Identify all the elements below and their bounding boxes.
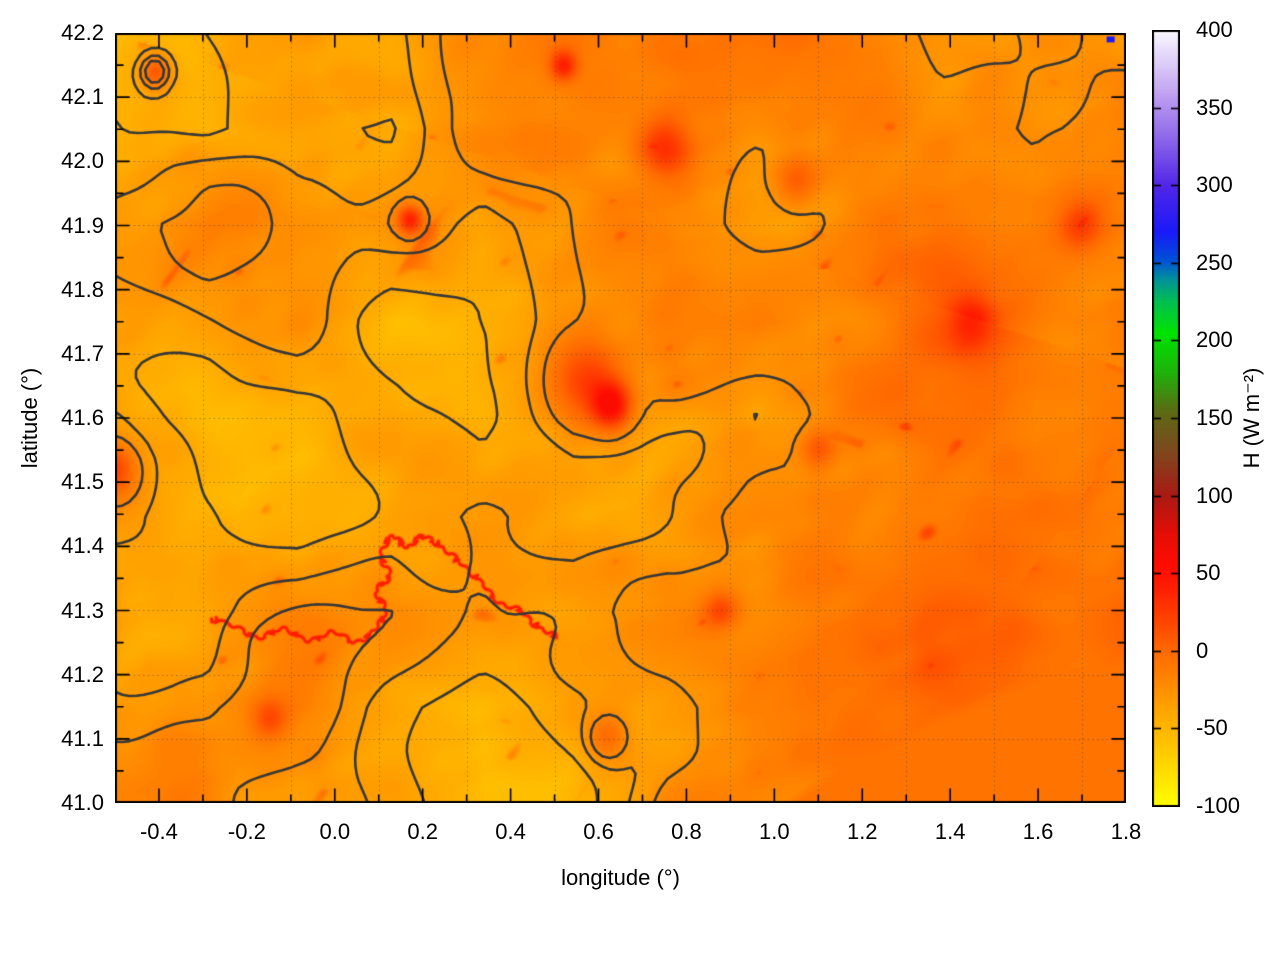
y-tick-label: 42.0 bbox=[61, 148, 104, 174]
colorbar-tick-label: 250 bbox=[1196, 249, 1233, 275]
x-axis-title: longitude (°) bbox=[561, 865, 680, 890]
x-tick-label: 0.0 bbox=[319, 819, 351, 844]
colorbar-tick-label: 0 bbox=[1196, 637, 1209, 663]
colorbar-tick-label: 350 bbox=[1196, 94, 1233, 120]
y-tick-label: 41.1 bbox=[61, 725, 104, 751]
y-tick-label: 41.8 bbox=[61, 276, 104, 302]
x-tick-label: 0.6 bbox=[583, 819, 614, 844]
colorbar-tick-label: 50 bbox=[1196, 560, 1221, 586]
y-tick-label: 42.1 bbox=[61, 84, 104, 110]
y-tick-label: 41.4 bbox=[61, 533, 104, 559]
x-tick-label: -0.4 bbox=[139, 819, 178, 844]
y-tick-label: 41.5 bbox=[61, 469, 104, 495]
y-tick-label: 41.7 bbox=[61, 340, 104, 366]
x-tick-label: 0.8 bbox=[671, 819, 702, 844]
colorbar-tick-label: -100 bbox=[1196, 793, 1241, 818]
x-tick-label: -0.2 bbox=[227, 819, 266, 844]
colorbar-tick-label: 100 bbox=[1196, 482, 1233, 508]
y-tick-label: 41.9 bbox=[61, 212, 104, 238]
y-tick-label: 41.0 bbox=[61, 790, 104, 815]
x-tick-label: 1.8 bbox=[1110, 819, 1142, 844]
x-tick-label: 0.2 bbox=[407, 819, 438, 844]
colorbar-tick-label: 300 bbox=[1196, 172, 1233, 198]
x-tick-label: 0.4 bbox=[495, 819, 526, 844]
y-tick-label: 41.3 bbox=[61, 597, 104, 623]
x-tick-label: 1.4 bbox=[934, 819, 966, 844]
y-tick-label: 41.2 bbox=[61, 661, 104, 687]
x-tick-label: 1.6 bbox=[1022, 819, 1054, 844]
y-tick-label: 42.2 bbox=[61, 20, 104, 45]
colorbar-tick-label: 400 bbox=[1196, 17, 1233, 42]
colorbar-gradient bbox=[1152, 30, 1180, 807]
colorbar-tick-label: 200 bbox=[1196, 327, 1233, 353]
colorbar-title: H (W m⁻²) bbox=[1239, 367, 1264, 469]
y-tick-label: 41.6 bbox=[61, 405, 104, 430]
x-tick-label: 1.0 bbox=[759, 819, 790, 844]
heatmap-plot-canvas bbox=[115, 33, 1126, 803]
x-tick-label: 1.2 bbox=[846, 819, 878, 844]
y-axis-title: latitude (°) bbox=[17, 367, 42, 469]
colorbar-tick-label: -50 bbox=[1196, 715, 1228, 741]
colorbar-tick-label: 150 bbox=[1196, 405, 1233, 430]
